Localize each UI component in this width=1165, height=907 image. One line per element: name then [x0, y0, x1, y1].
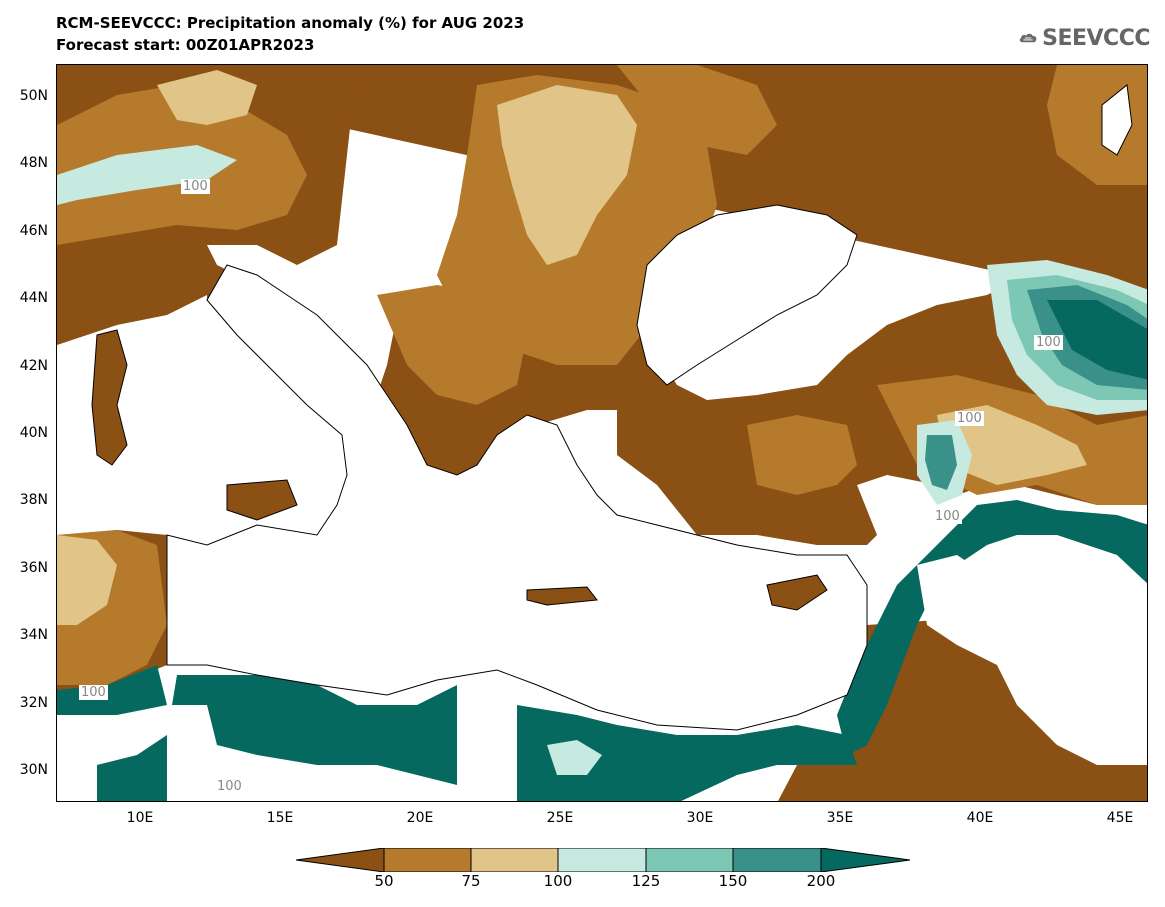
lat-label: 36N — [19, 560, 48, 576]
map-canvas — [57, 65, 1147, 801]
dry-zone — [617, 65, 777, 155]
lat-label: 38N — [19, 492, 48, 508]
precipitation-anomaly-map: 100 100 100 100 100 100 — [56, 64, 1148, 802]
sardinia-corsica-island — [91, 329, 128, 466]
lon-label: 10E — [126, 810, 154, 826]
no-data-zone — [167, 705, 457, 801]
contour-label: 100 — [215, 779, 244, 794]
colorbar-label: 150 — [718, 872, 748, 890]
contour-label: 100 — [79, 685, 108, 700]
lon-label: 30E — [686, 810, 714, 826]
logo-text: SEEVCCC — [1042, 25, 1150, 51]
lon-label: 25E — [546, 810, 574, 826]
lat-label: 42N — [19, 358, 48, 374]
colorbar-segment — [732, 848, 822, 872]
forecast-start-label: Forecast start: 00Z01APR2023 — [56, 36, 315, 54]
colorbar-label: 75 — [461, 872, 481, 890]
crete-island — [526, 586, 598, 606]
colorbar-segment — [557, 848, 647, 872]
wet-strong-zone — [925, 435, 957, 490]
wet-extreme-zone — [1047, 300, 1147, 380]
lat-label: 40N — [19, 425, 48, 441]
no-data-zone — [57, 715, 97, 801]
lon-label: 45E — [1106, 810, 1134, 826]
contour-label: 100 — [955, 411, 984, 426]
lon-label: 15E — [266, 810, 294, 826]
lat-label: 46N — [19, 223, 48, 239]
lat-label: 48N — [19, 155, 48, 171]
caspian-fragment — [1101, 84, 1133, 156]
lat-label: 34N — [19, 627, 48, 643]
colorbar-label: 200 — [806, 872, 836, 890]
sicily-island — [226, 479, 298, 521]
wet-extreme-zone — [517, 705, 857, 801]
colorbar-label: 100 — [543, 872, 573, 890]
lon-label: 35E — [826, 810, 854, 826]
dry-zone — [377, 285, 527, 405]
contour-label: 100 — [933, 509, 962, 524]
lat-label: 32N — [19, 695, 48, 711]
map-title: RCM-SEEVCCC: Precipitation anomaly (%) f… — [56, 14, 525, 32]
lon-label: 20E — [406, 810, 434, 826]
colorbar-segment — [820, 848, 911, 872]
dry-zone — [747, 415, 857, 495]
contour-label: 100 — [181, 179, 210, 194]
lat-label: 30N — [19, 762, 48, 778]
colorbar-label: 125 — [631, 872, 661, 890]
black-sea — [636, 204, 858, 386]
wet-extreme-zone — [57, 665, 167, 715]
colorbar-label: 50 — [374, 872, 394, 890]
colorbar — [296, 848, 911, 872]
seevccc-logo: SEEVCCC — [1018, 22, 1150, 54]
cloud-icon — [1019, 33, 1037, 43]
dry-light-zone — [57, 535, 117, 625]
lon-label: 40E — [966, 810, 994, 826]
dry-light-zone — [157, 70, 257, 125]
wet-extreme-zone — [837, 500, 1147, 755]
colorbar-segment — [645, 848, 734, 872]
dry-light-zone — [497, 85, 637, 265]
wet-light-zone — [57, 145, 237, 205]
mediterranean-sea — [166, 264, 868, 731]
colorbar-segment — [296, 848, 385, 872]
no-data-zone — [917, 555, 1147, 765]
cyprus-island — [766, 574, 828, 611]
colorbar-segment — [470, 848, 559, 872]
lat-label: 50N — [19, 88, 48, 104]
wet-light-zone — [547, 740, 602, 775]
lat-label: 44N — [19, 290, 48, 306]
contour-label: 100 — [1034, 335, 1063, 350]
colorbar-segment — [383, 848, 472, 872]
